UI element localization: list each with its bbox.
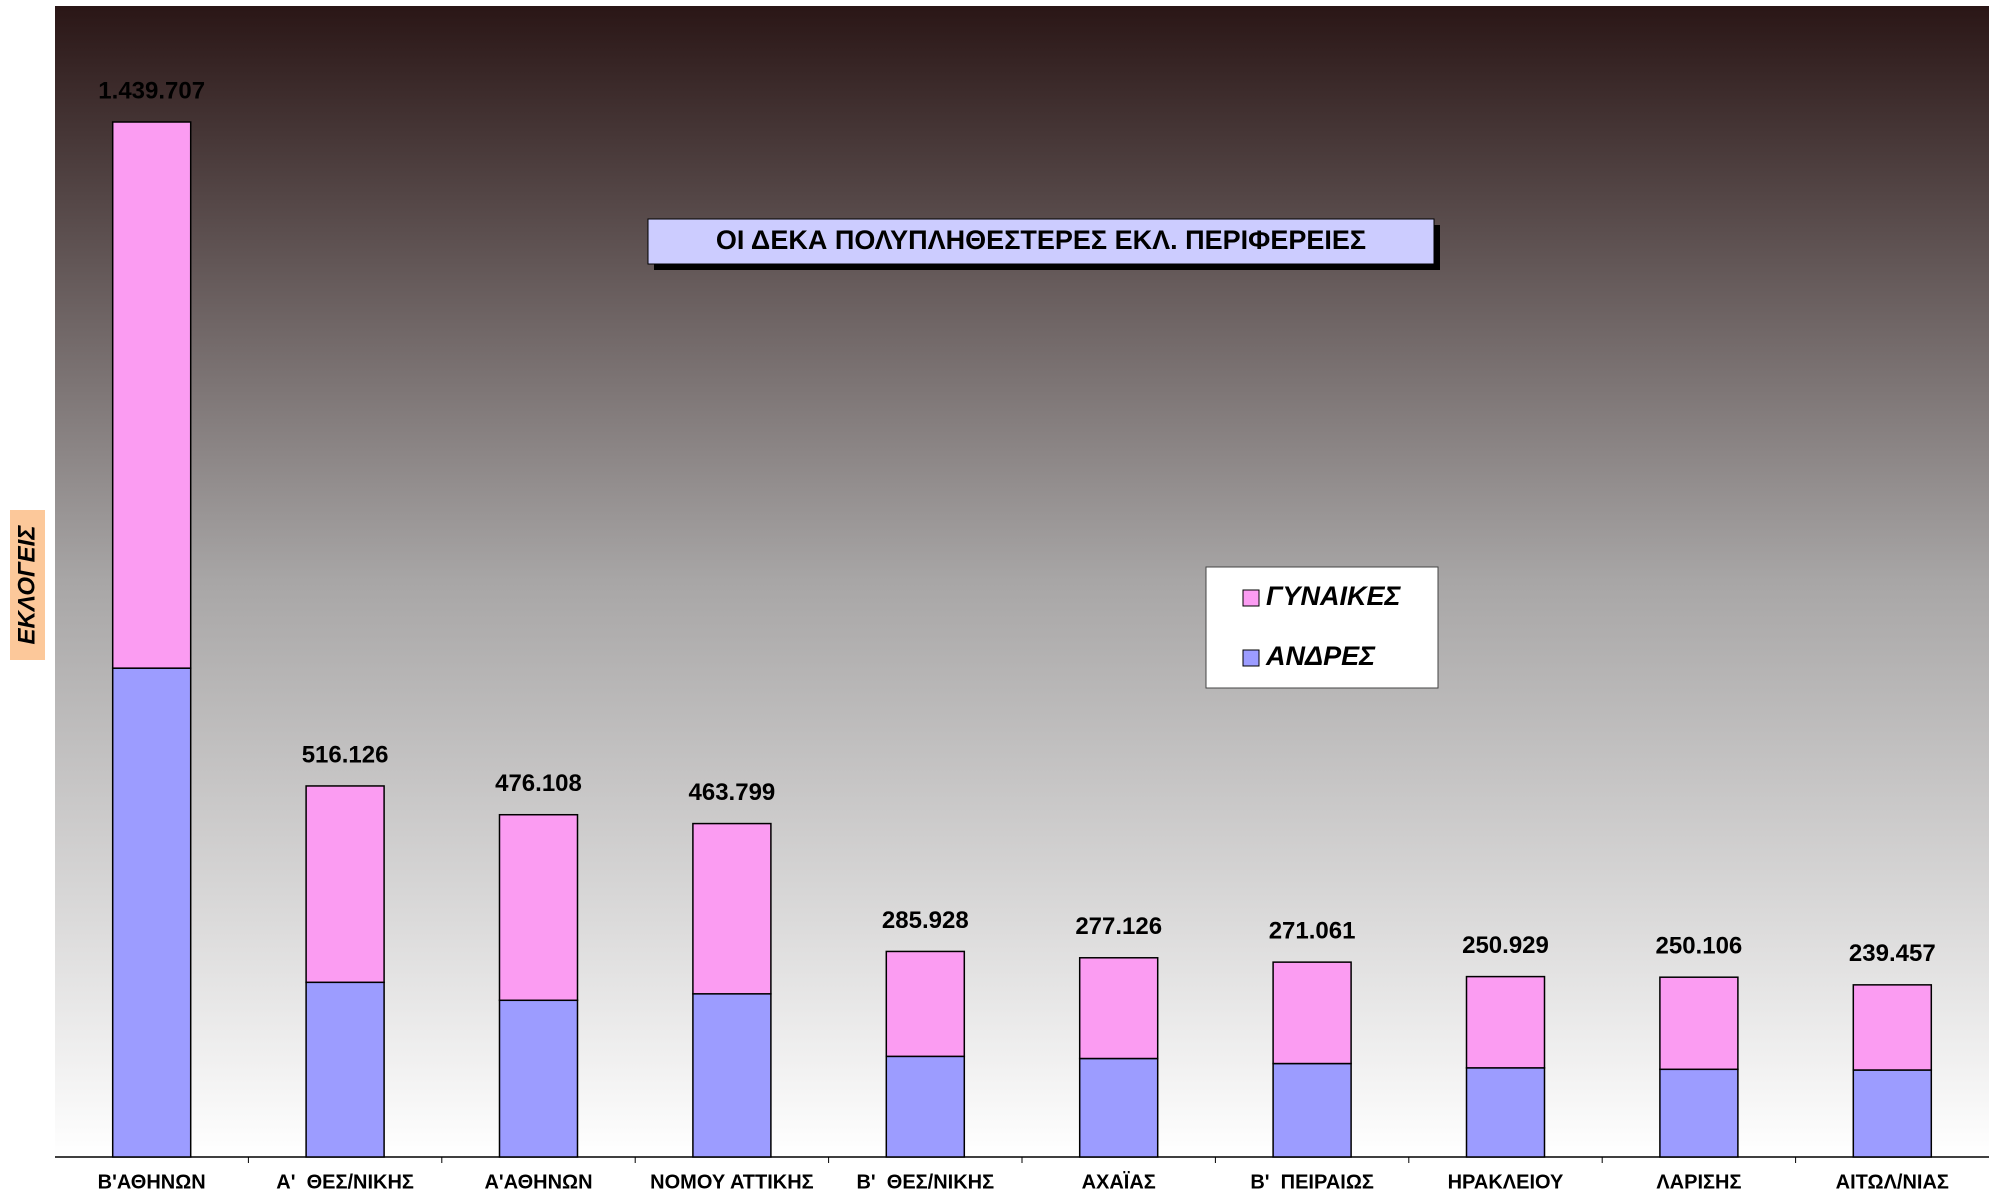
total-label: 277.126 — [1075, 913, 1162, 940]
legend-swatch — [1242, 589, 1260, 607]
x-tick-label: Α'ΑΘΗΝΩΝ — [484, 1171, 592, 1193]
bar-segment — [1078, 1057, 1159, 1158]
x-tick-label: ΑΧΑΪΑΣ — [1082, 1170, 1156, 1193]
bar-segment — [305, 785, 385, 984]
bar-segment — [1465, 975, 1546, 1069]
total-label: 463.799 — [689, 779, 776, 806]
legend-swatch — [1242, 649, 1260, 667]
x-tick-label: Β' ΘΕΣ/ΝΙΚΗΣ — [856, 1171, 994, 1193]
total-label: 1.439.707 — [98, 77, 205, 104]
total-label: 250.929 — [1462, 932, 1549, 959]
x-tick-label: Β'ΑΘΗΝΩΝ — [98, 1171, 206, 1193]
legend — [1205, 566, 1439, 689]
legend-label: ΓΥΝΑΙΚΕΣ — [1266, 581, 1401, 611]
bar-segment — [1078, 957, 1159, 1060]
total-label: 250.106 — [1656, 933, 1743, 960]
bar-segment — [1659, 976, 1739, 1071]
total-label: 516.126 — [302, 741, 389, 768]
x-tick-label: ΑΙΤΩΛ/ΝΙΑΣ — [1836, 1171, 1949, 1193]
y-label-box — [10, 510, 45, 660]
bar-segment — [498, 813, 579, 1002]
total-label: 239.457 — [1849, 940, 1936, 967]
x-tick-label: ΝΟΜΟΥ ΑΤΤΙΚΗΣ — [650, 1171, 813, 1193]
bar-segment — [692, 993, 772, 1158]
chart-title: ΟΙ ΔΕΚΑ ΠΟΛΥΠΛΗΘΕΣΤΕΡΕΣ ΕΚΛ. ΠΕΡΙΦΕΡΕΙΕΣ — [716, 225, 1366, 255]
bar-segment — [111, 121, 192, 669]
total-label: 271.061 — [1269, 917, 1356, 944]
x-tick-label: Β' ΠΕΙΡΑΙΩΣ — [1250, 1171, 1374, 1193]
bar-segment — [498, 999, 579, 1158]
title-box — [647, 218, 1435, 265]
y-axis-label: ΕΚΛΟΓΕΙΣ — [13, 525, 40, 645]
bar-segment — [885, 1055, 966, 1158]
bar-segment — [305, 981, 385, 1158]
bar-segment — [692, 822, 772, 995]
bar-segment — [111, 667, 192, 1158]
x-tick-label: ΛΑΡΙΣΗΣ — [1656, 1171, 1741, 1193]
total-label: 285.928 — [882, 907, 969, 934]
bar-segment — [1852, 1069, 1933, 1158]
x-tick-label: Α' ΘΕΣ/ΝΙΚΗΣ — [276, 1171, 414, 1193]
legend-label: ΑΝΔΡΕΣ — [1265, 641, 1376, 671]
bar-segment — [1852, 984, 1933, 1071]
bar-segment — [1272, 1062, 1352, 1158]
x-tick-label: ΗΡΑΚΛΕΙΟΥ — [1448, 1171, 1564, 1193]
bar-segment — [1659, 1068, 1739, 1158]
bar-segment — [885, 950, 966, 1058]
total-label: 476.108 — [495, 770, 582, 797]
bar-segment — [1272, 961, 1352, 1065]
bar-segment — [1465, 1067, 1546, 1158]
